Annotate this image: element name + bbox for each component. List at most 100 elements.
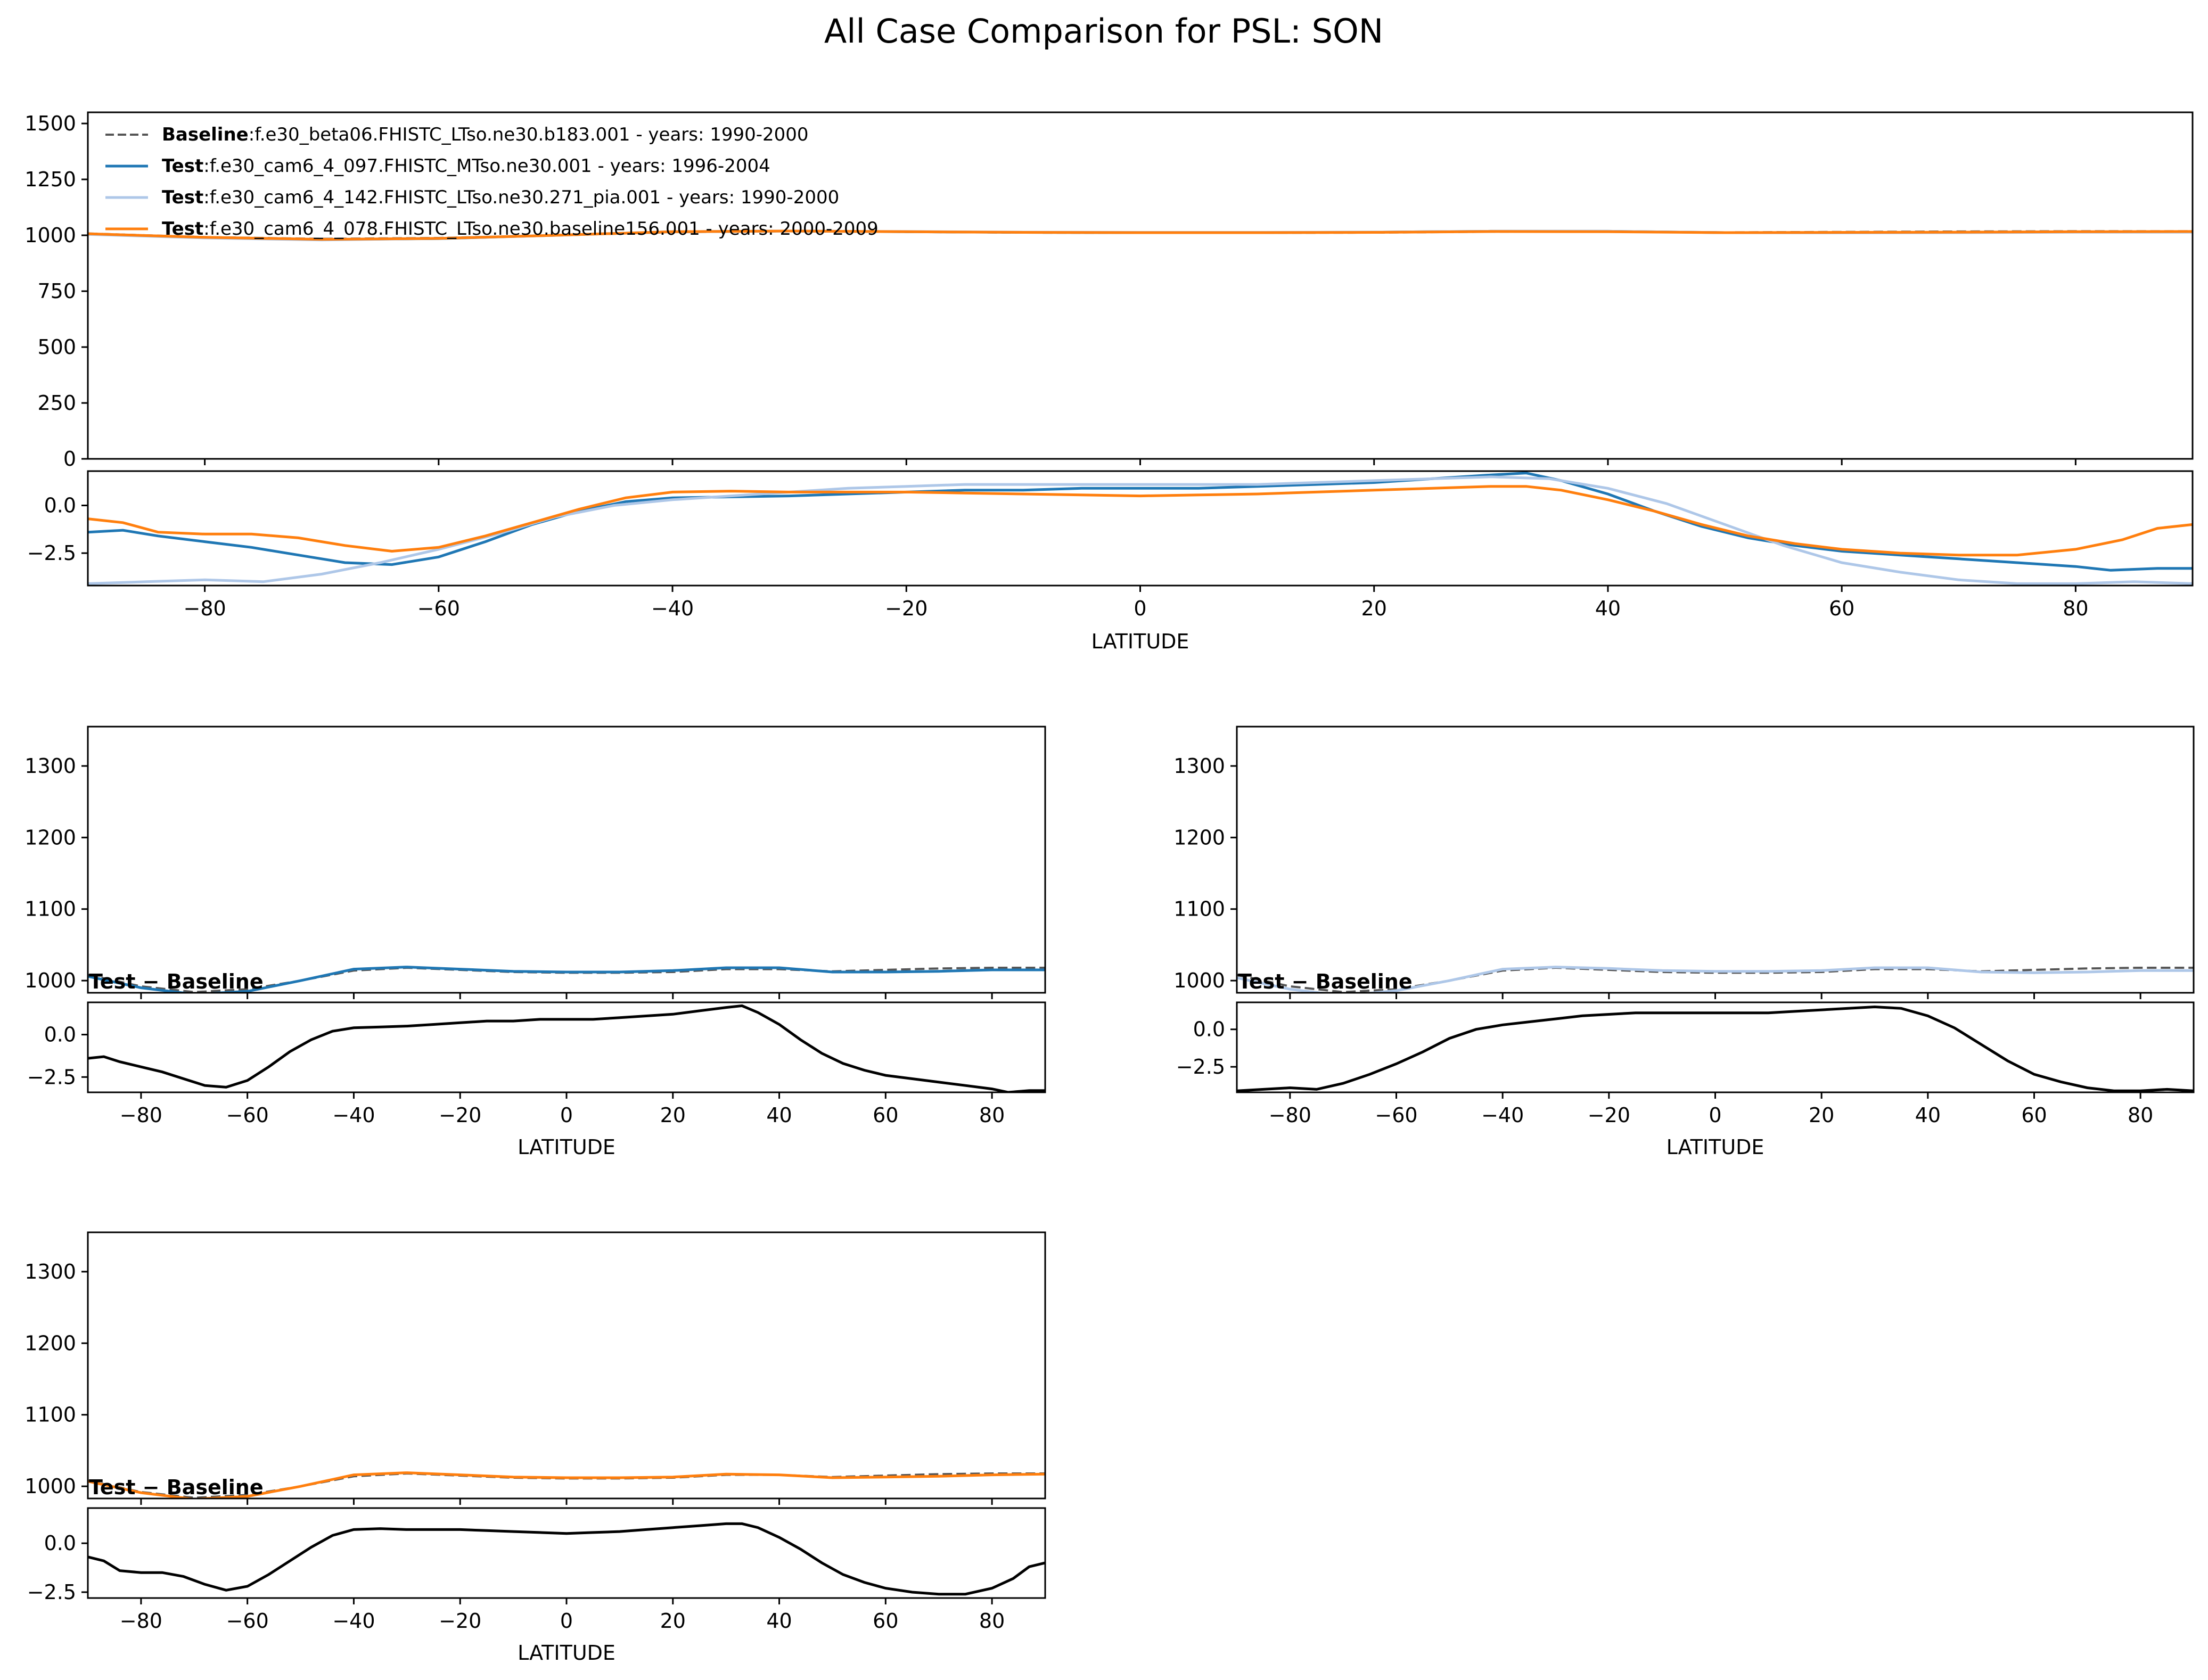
- x-tick-label: 40: [766, 1103, 792, 1127]
- difference-annotation: Test − Baseline: [89, 970, 264, 993]
- x-tick-label: 20: [1809, 1103, 1834, 1127]
- series-line-0: [88, 1472, 1045, 1498]
- diff-series-group: [88, 472, 2193, 585]
- x-tick-label: 0: [560, 1103, 573, 1127]
- y-tick-label: 1100: [1173, 897, 1225, 921]
- legend-text: Test:f.e30_cam6_4_078.FHISTC_LTso.ne30.b…: [162, 218, 879, 240]
- legend-item: Test:f.e30_cam6_4_078.FHISTC_LTso.ne30.b…: [105, 218, 879, 240]
- diff-y-tick-label: 0.0: [44, 1023, 76, 1047]
- y-tick-label: 750: [37, 279, 76, 303]
- diff-line-2: [88, 485, 2193, 557]
- x-tick-label: 60: [1829, 597, 1854, 620]
- legend-case: f.e30_cam6_4_097.FHISTC_MTso.ne30.001 - …: [210, 155, 770, 177]
- legend-text: Baseline:f.e30_beta06.FHISTC_LTso.ne30.b…: [162, 124, 809, 145]
- x-tick-label: −80: [120, 1103, 162, 1127]
- x-tick-label: −40: [332, 1103, 375, 1127]
- diff-line-0: [88, 1522, 1045, 1596]
- diff-axes-frame: [1236, 1001, 2195, 1093]
- diff-y-tick-label: 0.0: [44, 1531, 76, 1555]
- x-tick-label: 20: [660, 1103, 686, 1127]
- legend-item: Test:f.e30_cam6_4_097.FHISTC_MTso.ne30.0…: [105, 155, 770, 177]
- main-axes-frame: [87, 111, 2194, 460]
- main-axes-frame: [87, 1231, 1046, 1500]
- legend-case: f.e30_cam6_4_142.FHISTC_LTso.ne30.271_pi…: [210, 187, 840, 208]
- legend-role: Test: [162, 218, 203, 240]
- x-tick-label: 60: [873, 1609, 898, 1633]
- panel-test-1: 1000 1100 1200 1300 0.0 −2.5 −80 −60 −40 −20 0 20 40…: [24, 726, 1046, 1159]
- diff-y-tick-label: −2.5: [27, 1065, 76, 1089]
- x-axis-label: LATITUDE: [518, 1641, 615, 1665]
- diff-line-0: [88, 1004, 1045, 1092]
- x-axis-label: LATITUDE: [1091, 630, 1189, 653]
- x-axis-label: LATITUDE: [518, 1135, 615, 1159]
- series-group: [88, 229, 2193, 242]
- diff-series-group: [1237, 1005, 2194, 1092]
- y-tick-label: 1200: [24, 826, 76, 849]
- y-tick-label: 1250: [24, 168, 76, 191]
- legend-case: f.e30_cam6_4_078.FHISTC_LTso.ne30.baseli…: [210, 218, 879, 240]
- diff-line-0: [88, 472, 2193, 572]
- x-tick-label: −60: [226, 1609, 269, 1633]
- diff-axes-frame: [87, 470, 2194, 587]
- x-tick-label: 60: [2021, 1103, 2047, 1127]
- x-tick-label: 80: [979, 1103, 1005, 1127]
- diff-y-tick-label: 0.0: [1193, 1018, 1225, 1041]
- legend-text: Test:f.e30_cam6_4_097.FHISTC_MTso.ne30.0…: [162, 155, 770, 177]
- diff-y-tick-label: −2.5: [27, 541, 76, 565]
- x-tick-label: −20: [885, 597, 927, 620]
- legend-separator: :: [203, 155, 209, 177]
- x-tick-label: 80: [979, 1609, 1005, 1633]
- series-line-1: [88, 1471, 1045, 1498]
- series-line-0: [1237, 966, 2194, 993]
- x-tick-label: −80: [184, 597, 226, 620]
- y-tick-label: 1200: [24, 1331, 76, 1355]
- legend-role: Test: [162, 155, 203, 177]
- legend-role: Test: [162, 187, 203, 208]
- x-tick-label: −20: [439, 1103, 481, 1127]
- x-tick-label: 0: [560, 1609, 573, 1633]
- diff-axes-frame: [87, 1001, 1046, 1093]
- main-axes-frame: [87, 726, 1046, 994]
- y-tick-label: 500: [37, 335, 76, 359]
- series-group: [88, 1471, 1045, 1498]
- series-line-1: [88, 966, 1045, 993]
- figure-title: All Case Comparison for PSL: SON: [824, 12, 1383, 51]
- diff-line-0: [1237, 1005, 2194, 1092]
- x-tick-label: −20: [1588, 1103, 1630, 1127]
- legend-role: Baseline: [162, 124, 249, 145]
- series-group: [1237, 966, 2194, 993]
- y-tick-label: 1300: [1173, 754, 1225, 778]
- x-tick-label: 20: [660, 1609, 686, 1633]
- y-tick-label: 1200: [1173, 826, 1225, 849]
- x-tick-label: −60: [1375, 1103, 1417, 1127]
- series-line-0: [88, 966, 1045, 993]
- panel-test-2: 1000 1100 1200 1300 0.0 −2.5 −80 −60 −40 −20 0 20 40…: [1173, 726, 2195, 1159]
- diff-y-tick-label: −2.5: [1176, 1055, 1225, 1078]
- legend: Baseline:f.e30_beta06.FHISTC_LTso.ne30.b…: [105, 124, 879, 240]
- x-tick-label: −60: [226, 1103, 269, 1127]
- y-tick-label: 1100: [24, 1403, 76, 1427]
- x-tick-label: −20: [439, 1609, 481, 1633]
- y-tick-label: 1100: [24, 897, 76, 921]
- legend-separator: :: [203, 218, 209, 240]
- legend-separator: :: [203, 187, 209, 208]
- legend-text: Test:f.e30_cam6_4_142.FHISTC_LTso.ne30.2…: [162, 187, 839, 208]
- y-tick-label: 1000: [24, 224, 76, 247]
- x-tick-label: 0: [1134, 597, 1146, 620]
- x-tick-label: 80: [2063, 597, 2088, 620]
- x-tick-label: −80: [1269, 1103, 1311, 1127]
- legend-item: Test:f.e30_cam6_4_142.FHISTC_LTso.ne30.2…: [105, 187, 839, 208]
- x-tick-label: 40: [1595, 597, 1621, 620]
- y-tick-label: 1000: [1173, 969, 1225, 992]
- y-tick-label: 1300: [24, 754, 76, 778]
- panel-all-cases: 0 250 500 750 1000 1250 1500 0.0 −2.5 −80 −60 −40 −2…: [24, 111, 2194, 653]
- x-tick-label: 60: [873, 1103, 898, 1127]
- series-line-3: [88, 229, 2193, 241]
- series-group: [88, 966, 1045, 993]
- x-tick-label: 0: [1709, 1103, 1721, 1127]
- y-tick-label: 1500: [24, 112, 76, 135]
- y-tick-label: 1300: [24, 1260, 76, 1283]
- x-tick-label: 40: [766, 1609, 792, 1633]
